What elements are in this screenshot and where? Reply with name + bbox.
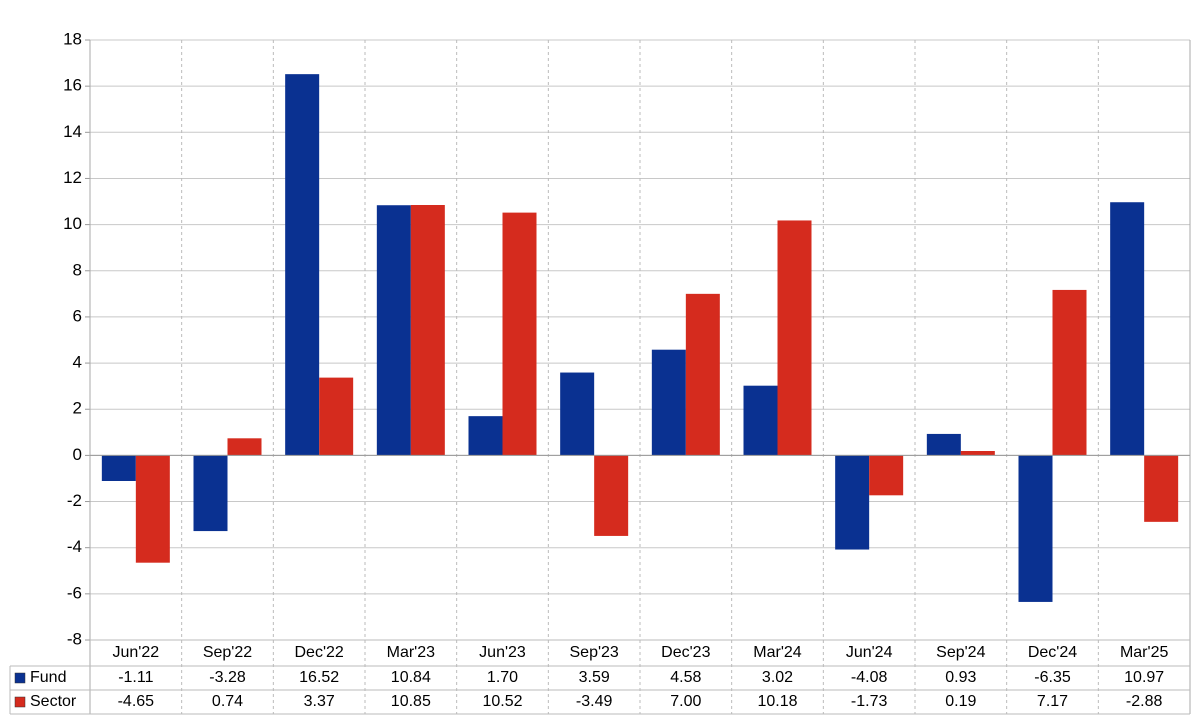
bar — [1110, 202, 1145, 456]
table-value: 10.52 — [482, 693, 522, 710]
x-tick-label: Sep'24 — [936, 644, 985, 661]
bar — [777, 220, 812, 456]
bar — [1144, 455, 1179, 522]
y-tick-label: 2 — [73, 399, 82, 418]
y-tick-label: -6 — [67, 583, 82, 602]
table-value: 16.52 — [299, 669, 339, 686]
bar — [743, 385, 778, 456]
bar — [1052, 289, 1087, 456]
table-value: -4.08 — [851, 669, 888, 686]
table-value: 3.59 — [579, 669, 610, 686]
legend-label: Fund — [30, 669, 66, 686]
table-value: 3.37 — [304, 693, 335, 710]
y-tick-label: 12 — [63, 168, 82, 187]
y-tick-label: -4 — [67, 537, 82, 556]
y-tick-label: -8 — [67, 629, 82, 648]
x-tick-label: Jun'23 — [479, 644, 526, 661]
y-tick-label: 4 — [73, 353, 82, 372]
table-value: 0.93 — [945, 669, 976, 686]
y-tick-label: 8 — [73, 260, 82, 279]
bar — [285, 74, 320, 456]
table-value: 10.85 — [391, 693, 431, 710]
bar — [193, 455, 228, 532]
table-value: 4.58 — [670, 669, 701, 686]
table-value: -1.73 — [851, 693, 888, 710]
bar — [101, 455, 136, 481]
table-value: -2.88 — [1126, 693, 1163, 710]
table-value: 7.17 — [1037, 693, 1068, 710]
bar — [502, 212, 537, 456]
bar — [376, 205, 411, 456]
table-value: 10.97 — [1124, 669, 1164, 686]
y-tick-label: 18 — [63, 29, 82, 48]
x-tick-label: Dec'22 — [295, 644, 344, 661]
bar — [468, 416, 503, 456]
bar — [319, 377, 354, 456]
table-value: -4.65 — [118, 693, 155, 710]
y-tick-label: 14 — [63, 122, 82, 141]
bar — [227, 438, 262, 456]
y-tick-label: 6 — [73, 306, 82, 325]
x-tick-label: Jun'22 — [113, 644, 160, 661]
bar — [960, 451, 995, 456]
legend-swatch — [14, 672, 26, 684]
x-tick-label: Mar'25 — [1120, 644, 1169, 661]
table-value: -6.35 — [1034, 669, 1071, 686]
bar — [926, 433, 961, 456]
bar — [1018, 455, 1053, 602]
bar — [869, 455, 904, 496]
x-tick-label: Sep'22 — [203, 644, 252, 661]
x-tick-label: Sep'23 — [570, 644, 619, 661]
table-value: 3.02 — [762, 669, 793, 686]
table-value: -3.28 — [209, 669, 246, 686]
x-tick-label: Dec'23 — [661, 644, 710, 661]
table-value: 1.70 — [487, 669, 518, 686]
bar — [135, 455, 170, 563]
table-value: 10.18 — [757, 693, 797, 710]
y-tick-label: 0 — [73, 445, 82, 464]
bar — [685, 293, 720, 456]
bar — [410, 205, 445, 456]
bar — [560, 372, 595, 456]
table-value: 0.74 — [212, 693, 243, 710]
x-tick-label: Dec'24 — [1028, 644, 1077, 661]
x-tick-label: Mar'23 — [387, 644, 436, 661]
table-value: -3.49 — [576, 693, 613, 710]
table-value: 10.84 — [391, 669, 431, 686]
y-tick-label: 16 — [63, 76, 82, 95]
y-tick-label: -2 — [67, 491, 82, 510]
y-tick-label: 10 — [63, 214, 82, 233]
bar — [835, 455, 870, 550]
table-value: 0.19 — [945, 693, 976, 710]
bar — [651, 349, 686, 456]
legend-label: Sector — [30, 693, 77, 710]
bar — [594, 455, 629, 536]
x-tick-label: Jun'24 — [846, 644, 893, 661]
x-tick-label: Mar'24 — [753, 644, 802, 661]
table-value: 7.00 — [670, 693, 701, 710]
table-value: -1.11 — [118, 669, 153, 686]
legend-swatch — [14, 696, 26, 708]
